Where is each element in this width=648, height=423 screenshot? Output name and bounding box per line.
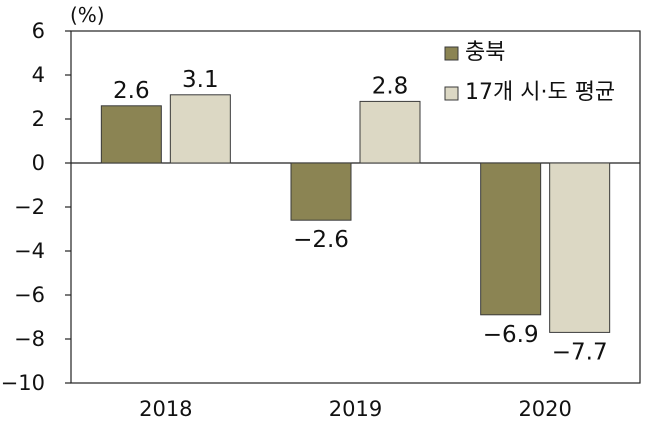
bar-avg-2018 bbox=[169, 94, 231, 164]
legend-label-chungbuk: 충북 bbox=[465, 40, 505, 65]
y-tick-label: −4 bbox=[14, 239, 45, 263]
data-label: −7.7 bbox=[552, 339, 608, 365]
y-tick-label: 0 bbox=[32, 151, 45, 175]
data-label: 3.1 bbox=[182, 67, 219, 93]
bar-chungbuk-2018 bbox=[100, 105, 162, 164]
legend-label-avg: 17개 시·도 평균 bbox=[465, 80, 615, 105]
bar-chungbuk-2020 bbox=[480, 162, 542, 316]
data-label: 2.6 bbox=[113, 78, 150, 104]
data-label: 2.8 bbox=[372, 73, 409, 99]
bar-avg-2020 bbox=[549, 162, 611, 333]
data-label: −6.9 bbox=[483, 322, 539, 348]
y-tick-label: 2 bbox=[32, 107, 45, 131]
y-tick-label: −8 bbox=[14, 327, 45, 351]
bars-group bbox=[100, 94, 611, 333]
data-labels-group: 2.6 3.1 −2.6 2.8 −6.9 −7.7 bbox=[113, 67, 608, 366]
legend-swatch-avg bbox=[444, 86, 459, 101]
x-category-label: 2018 bbox=[139, 397, 192, 421]
y-tick-label: −2 bbox=[14, 195, 45, 219]
unit-label: (%) bbox=[70, 3, 105, 27]
x-category-label: 2019 bbox=[329, 397, 382, 421]
legend-swatch-chungbuk bbox=[444, 46, 459, 61]
y-tick-label: −10 bbox=[1, 371, 45, 395]
y-tick-label: 4 bbox=[32, 63, 45, 87]
data-label: −2.6 bbox=[293, 227, 349, 253]
x-category-label: 2020 bbox=[518, 397, 571, 421]
y-tick-label: −6 bbox=[14, 283, 45, 307]
bar-avg-2019 bbox=[359, 100, 421, 164]
bar-chungbuk-2019 bbox=[290, 162, 352, 221]
legend: 충북 17개 시·도 평균 bbox=[444, 40, 615, 105]
axes-group: 6 4 2 0 −2 −4 −6 −8 −10 (%) 2018 2019 2020 bbox=[1, 3, 641, 421]
y-tick-label: 6 bbox=[32, 19, 45, 43]
